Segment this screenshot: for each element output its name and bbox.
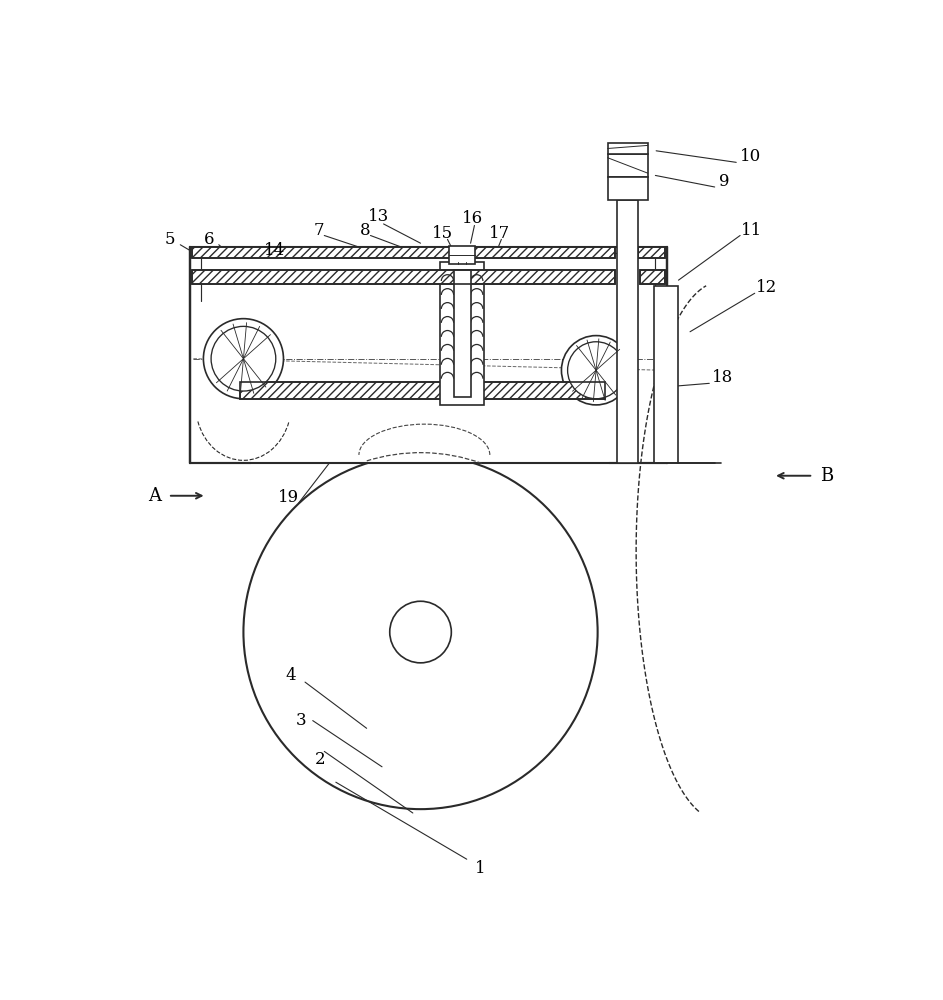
Text: B: B — [820, 467, 834, 485]
Bar — [191, 270, 616, 284]
Text: 13: 13 — [368, 208, 389, 225]
Bar — [653, 286, 678, 463]
Text: 8: 8 — [360, 222, 371, 239]
Bar — [607, 143, 648, 154]
Text: 10: 10 — [739, 148, 761, 165]
Bar — [617, 200, 638, 463]
Circle shape — [389, 601, 452, 663]
Text: 15: 15 — [432, 225, 453, 242]
Circle shape — [561, 336, 631, 405]
Text: 7: 7 — [314, 222, 324, 239]
Text: 3: 3 — [296, 712, 306, 729]
Text: 2: 2 — [315, 751, 325, 768]
Bar — [454, 270, 471, 397]
Bar — [640, 270, 665, 284]
Text: 16: 16 — [462, 210, 484, 227]
Text: 18: 18 — [712, 369, 733, 386]
Text: 17: 17 — [488, 225, 510, 242]
Bar — [439, 262, 485, 405]
Text: 5: 5 — [165, 231, 175, 248]
Circle shape — [211, 326, 275, 391]
Circle shape — [204, 319, 284, 399]
Bar — [240, 382, 605, 399]
Circle shape — [568, 342, 624, 399]
Text: 4: 4 — [286, 667, 296, 684]
Bar — [607, 177, 648, 200]
Bar — [607, 154, 648, 177]
Text: 19: 19 — [277, 489, 299, 506]
Polygon shape — [240, 382, 605, 399]
Text: 9: 9 — [720, 173, 730, 190]
Bar — [449, 246, 475, 264]
Bar — [190, 247, 667, 463]
Bar — [191, 247, 615, 258]
Text: 12: 12 — [756, 279, 778, 296]
Circle shape — [243, 455, 598, 809]
Text: 1: 1 — [475, 860, 486, 877]
Polygon shape — [638, 247, 665, 258]
Text: A: A — [148, 487, 161, 505]
Text: 6: 6 — [204, 231, 214, 248]
Text: 11: 11 — [741, 222, 762, 239]
Polygon shape — [640, 270, 665, 284]
Polygon shape — [191, 247, 615, 258]
Bar — [638, 247, 665, 258]
Polygon shape — [191, 270, 616, 284]
Text: 14: 14 — [264, 242, 285, 259]
